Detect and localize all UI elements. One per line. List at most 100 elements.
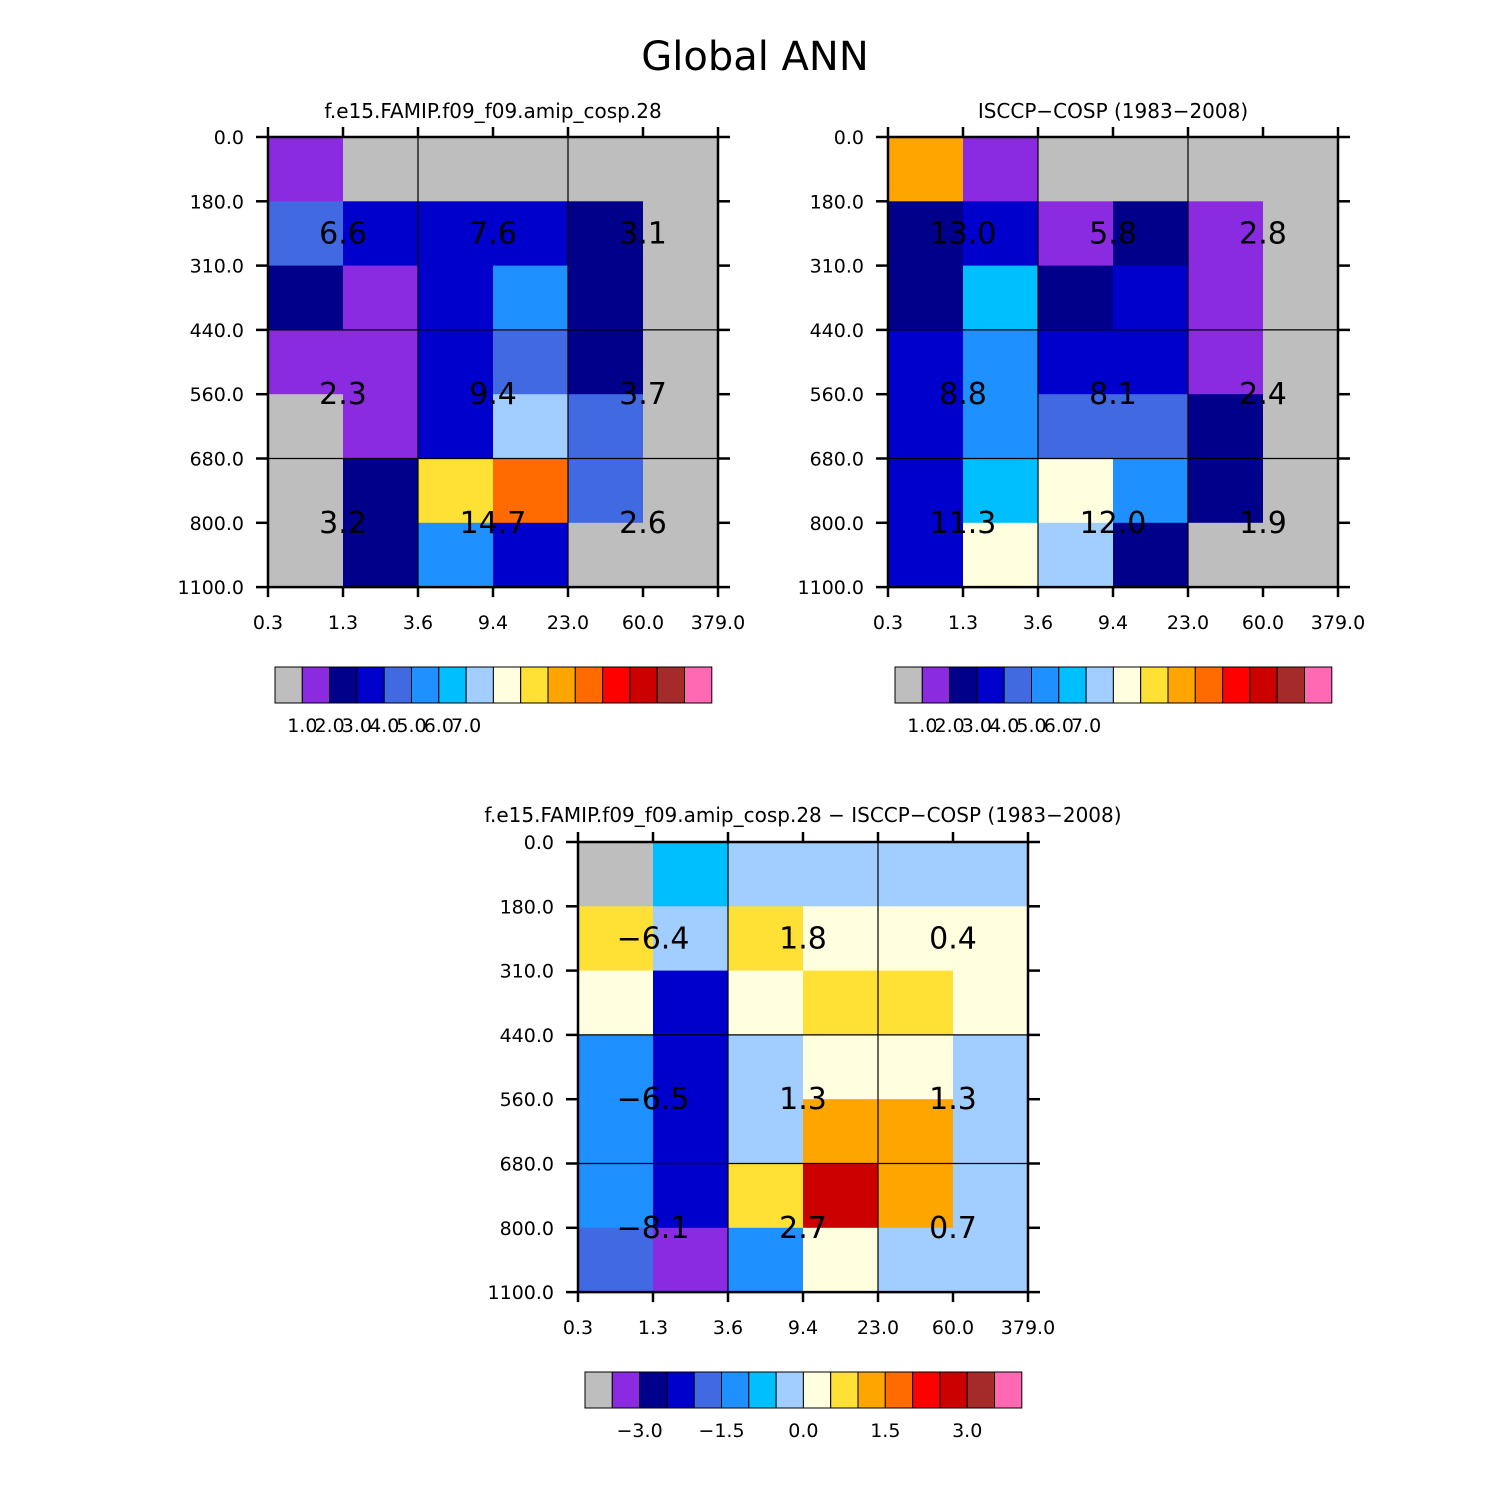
heatmap-cell [888,522,964,588]
cell-value-label: 5.8 [1089,216,1137,251]
colorbar-swatch [1058,666,1087,704]
x-tick-label: 60.0 [932,1317,974,1339]
x-tick-label: 379.0 [1001,1317,1055,1339]
cell-value-label: −6.5 [617,1082,690,1117]
heatmap-cell [418,137,494,202]
colorbar: −3.0 −1.5 0.0 1.5 3.0 [584,1371,1023,1442]
colorbar-label: 1.0 [287,715,317,737]
heatmap-cell [1038,137,1114,202]
colorbar-swatch [639,1371,668,1409]
heatmap-cell [1188,265,1264,331]
colorbar-swatch [684,666,713,704]
cell-value-label: 2.3 [319,377,367,412]
colorbar-swatch [584,1371,613,1409]
x-tick-label: 3.6 [1023,612,1053,634]
heatmap-cell [878,906,954,972]
colorbar-label: 6.0 [424,715,454,737]
colorbar-label: 6.0 [1044,715,1074,737]
heatmap-cell [568,522,644,588]
heatmap-cell [728,970,804,1036]
colorbar-label: 7.0 [1071,715,1101,737]
y-tick-label: 680.0 [500,1154,554,1176]
heatmap-cell [803,906,879,972]
colorbar-swatch [465,666,494,704]
colorbar-label: −1.5 [698,1420,744,1442]
y-tick-label: 800.0 [500,1218,554,1240]
cell-value-label: 12.0 [1080,506,1147,541]
cell-value-label: 1.3 [929,1082,977,1117]
colorbar-swatch [656,666,686,704]
heatmap-cell [1263,522,1339,588]
colorbar-swatch [912,1371,941,1409]
heatmap-cell [578,842,654,907]
y-tick-label: 1100.0 [488,1282,554,1304]
colorbar-swatch [611,1371,641,1409]
colorbar-swatch [383,666,413,704]
y-tick-label: 0.0 [834,127,864,149]
y-tick-label: 310.0 [190,256,244,278]
colorbar-swatch [492,666,522,704]
colorbar-swatch [438,666,467,704]
cell-value-label: 0.7 [929,1211,977,1246]
heatmap-cell [268,522,344,588]
cell-value-label: 0.4 [929,921,977,956]
heatmap-cell [643,265,719,331]
colorbar-label: 2.0 [314,715,344,737]
heatmap-cell [568,137,644,202]
heatmap-cell [803,1034,879,1100]
colorbar-swatch [693,1371,723,1409]
heatmap-cell [268,265,344,331]
heatmap-cell [568,201,644,267]
y-tick-label: 680.0 [190,449,244,471]
x-tick-label: 60.0 [1242,612,1284,634]
heatmap-cell [1113,329,1189,395]
colorbar-swatch [939,1371,968,1409]
colorbar-swatch [1031,666,1060,704]
colorbar: 1.02.03.04.05.06.07.0 [894,666,1333,737]
y-tick-label: 800.0 [190,513,244,535]
heatmap-cell [1263,394,1339,460]
heatmap-cell [728,842,804,907]
colorbar-swatch [574,666,604,704]
y-tick-label: 310.0 [810,256,864,278]
heatmap-cell [728,1163,804,1229]
heatmap-cell [953,1034,1029,1100]
heatmap-cell [878,1163,954,1229]
heatmap-cell [418,201,494,267]
cell-value-label: 2.7 [779,1211,827,1246]
y-tick-label: 560.0 [500,1089,554,1111]
colorbar-swatch [411,666,440,704]
heatmap-cell [493,201,569,267]
heatmap-cell [728,1034,804,1100]
cell-value-label: 6.6 [319,216,367,251]
heatmap-cell [493,522,569,588]
colorbar-label: 3.0 [952,1420,982,1442]
colorbar-swatch [666,1371,695,1409]
y-tick-label: 560.0 [190,384,244,406]
heatmap-cell [1188,522,1264,588]
heatmap-cell [493,458,569,524]
colorbar-swatch [1304,666,1333,704]
heatmap-cell [1263,458,1339,524]
heatmap-cell [1038,329,1114,395]
colorbar-swatch [629,666,658,704]
heatmap-cell [343,137,419,202]
heatmap-cell [343,329,419,395]
colorbar-label: 1.0 [907,715,937,737]
heatmap-cell [728,1099,804,1165]
colorbar-swatch [921,666,951,704]
heatmap-cell [653,1034,729,1100]
colorbar-label: 2.0 [934,715,964,737]
heatmap-cell [1038,458,1114,524]
y-tick-label: 310.0 [500,961,554,983]
colorbar-swatch [1167,666,1196,704]
cell-value-label: 3.7 [619,377,667,412]
colorbar-swatch [976,666,1005,704]
cell-value-label: 11.3 [930,506,997,541]
heatmap-cell [578,906,654,972]
heatmap-cell [888,265,964,331]
heatmap-cell [418,522,494,588]
heatmap-cell [343,458,419,524]
colorbar-swatch [1194,666,1224,704]
cell-value-label: 13.0 [930,216,997,251]
